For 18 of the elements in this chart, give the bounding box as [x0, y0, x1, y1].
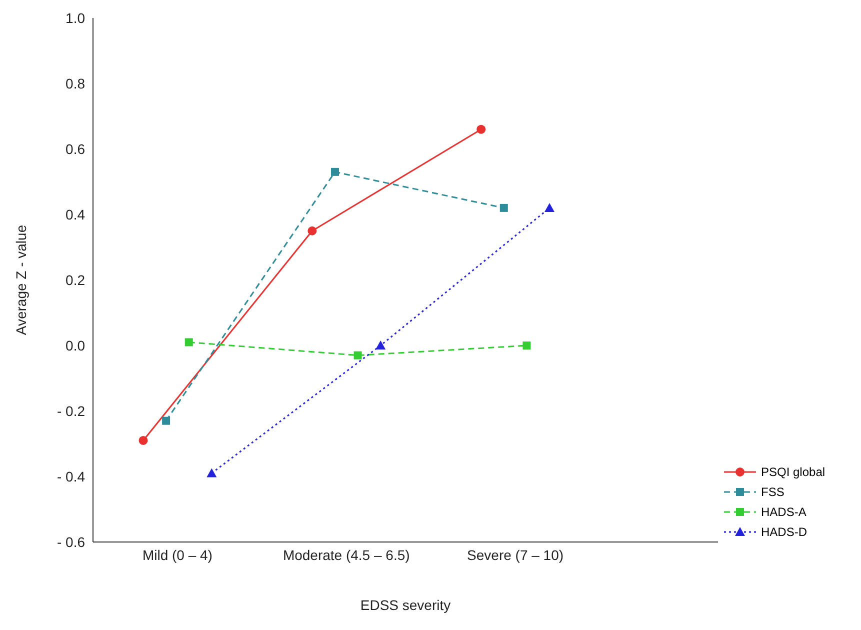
legend-label: HADS-A: [761, 505, 806, 519]
y-tick-label: 0.8: [66, 75, 86, 92]
y-tick-label: 0.4: [66, 206, 86, 222]
x-tick-label: Moderate (4.5 – 6.5): [282, 546, 410, 563]
y-tick-label: 0.2: [66, 272, 86, 288]
legend-label: PSQI global: [761, 465, 826, 479]
y-axis-title: Average Z - value: [12, 224, 29, 336]
y-tick-label: 0.0: [66, 337, 86, 354]
legend-label: HADS-D: [761, 525, 808, 539]
y-tick-label: 0.6: [66, 140, 86, 157]
x-tick-label: Mild (0 – 4): [142, 546, 212, 563]
x-tick-label: Severe (7 – 10): [467, 546, 564, 563]
x-axis-title: EDSS severity: [360, 597, 451, 613]
y-tick-label: - 0.4: [56, 468, 86, 484]
y-tick-label: - 0.6: [56, 534, 86, 550]
y-tick-label: 1.0: [66, 10, 86, 26]
y-tick-label: - 0.2: [56, 402, 86, 419]
legend-label: FSS: [761, 485, 784, 499]
